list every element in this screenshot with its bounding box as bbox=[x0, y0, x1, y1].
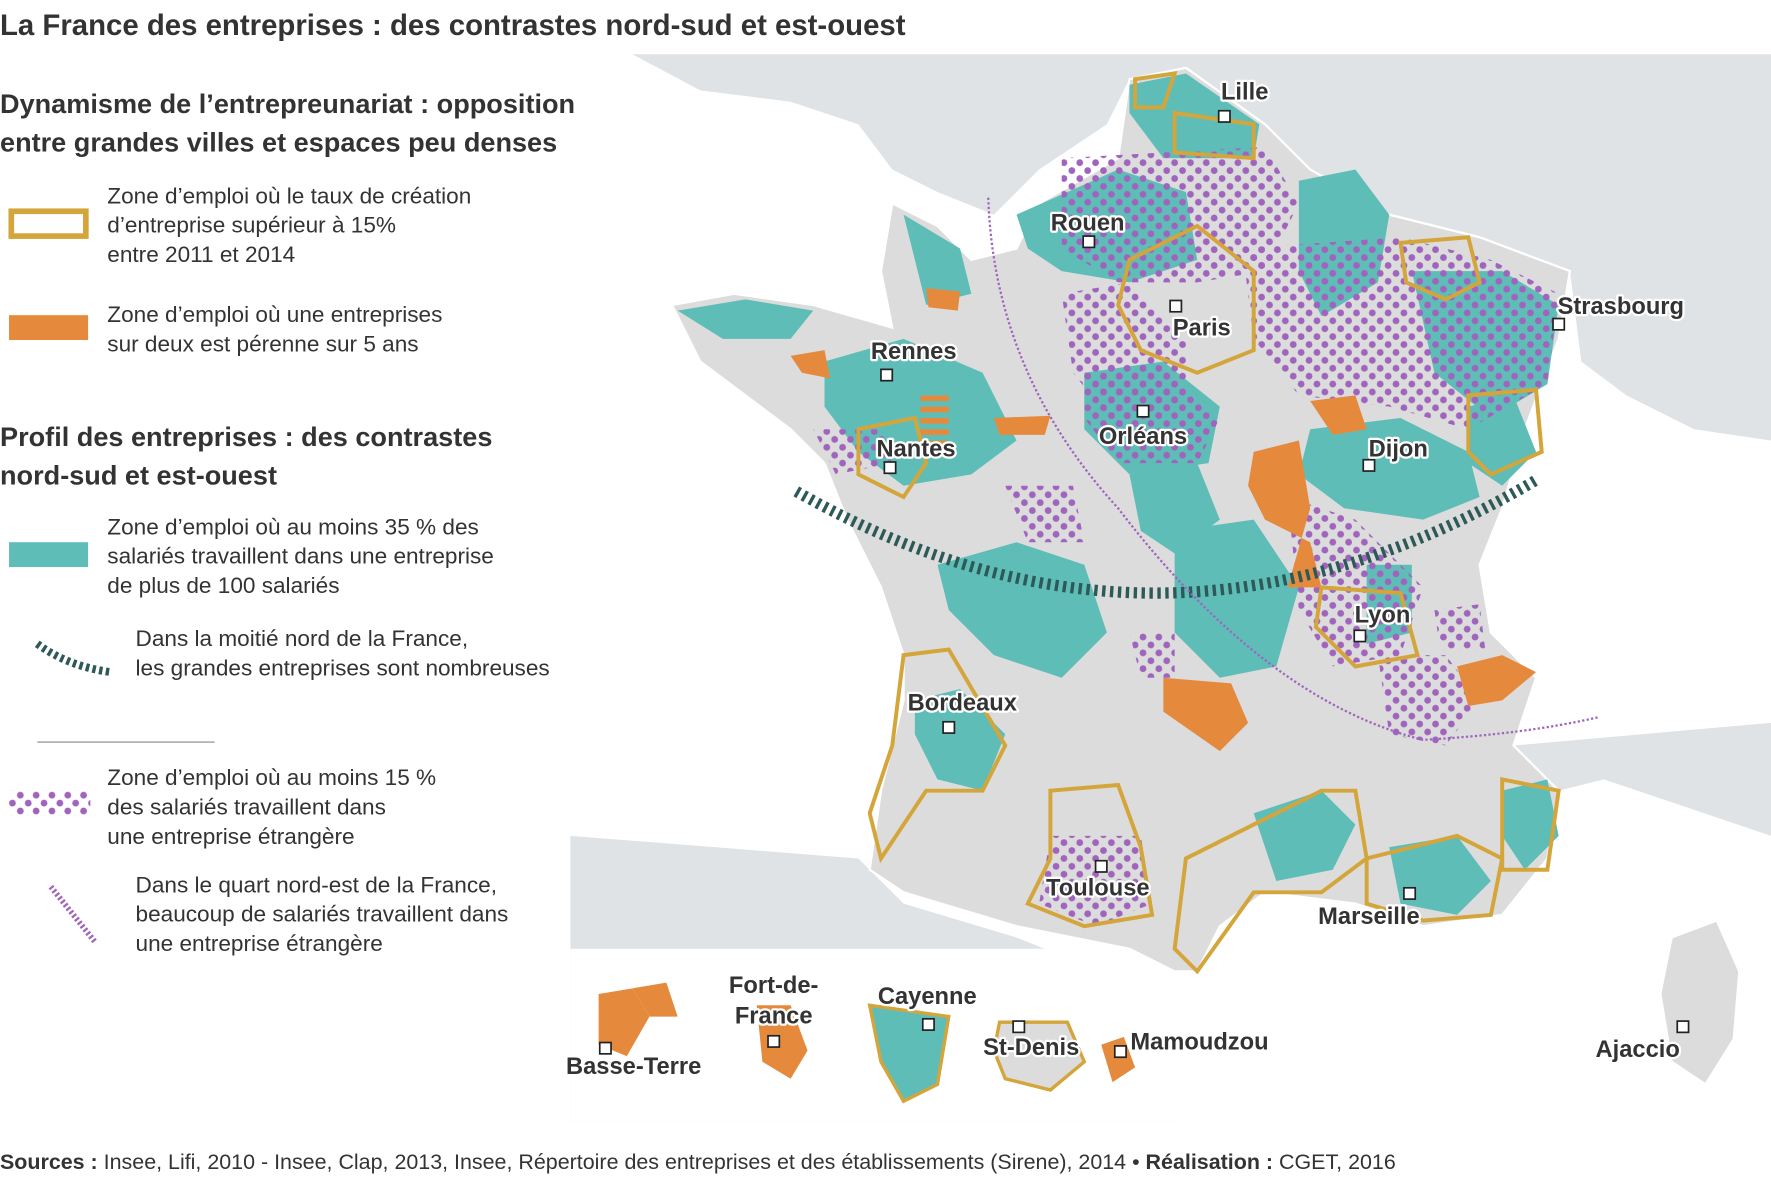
legend-heading: Dynamisme de l’entrepreunariat : opposit… bbox=[0, 88, 575, 119]
corsica bbox=[1659, 919, 1741, 1086]
city-label: Toulouse bbox=[1046, 876, 1150, 902]
legend-text: beaucoup de salariés travaillent dans bbox=[136, 902, 509, 927]
city-marker bbox=[1169, 299, 1183, 313]
city-marker bbox=[1217, 109, 1231, 123]
legend-text: de plus de 100 salariés bbox=[107, 573, 339, 598]
perennial-zones bbox=[598, 288, 1537, 1083]
legend-text: Dans la moitié nord de la France, bbox=[136, 626, 469, 651]
city-label: St-Denis bbox=[983, 1035, 1079, 1061]
city-label: Basse-Terre bbox=[566, 1054, 701, 1080]
legend-text: des salariés travaillent dans bbox=[107, 794, 386, 819]
city-label: Marseille bbox=[1318, 904, 1419, 930]
city-label: Rouen bbox=[1051, 210, 1125, 236]
city-marker bbox=[880, 368, 894, 382]
swatch-large-firm bbox=[9, 542, 89, 568]
creation-zones bbox=[856, 71, 1561, 975]
legend-text: les grandes entreprises sont nombreuses bbox=[136, 655, 550, 680]
city-label: Ajaccio bbox=[1596, 1037, 1680, 1063]
city-marker bbox=[1012, 1020, 1026, 1034]
credit-label: Réalisation : bbox=[1146, 1150, 1273, 1174]
legend-text: d’entreprise supérieur à 15% bbox=[107, 213, 396, 238]
foreign-firm-zones bbox=[813, 146, 1559, 927]
city-marker bbox=[942, 720, 956, 734]
city-label: France bbox=[735, 1003, 813, 1029]
swatch-perennial bbox=[9, 315, 89, 341]
swatch-creation bbox=[8, 208, 89, 239]
city-label: Paris bbox=[1173, 316, 1231, 342]
city-marker bbox=[1094, 859, 1108, 873]
neighbour-land bbox=[1513, 722, 1771, 836]
city-marker bbox=[598, 1041, 612, 1055]
city-label: Lille bbox=[1221, 79, 1268, 105]
swatch-north-east-curve bbox=[48, 884, 99, 945]
neighbour-land bbox=[632, 54, 1771, 441]
city-label: Strasbourg bbox=[1558, 294, 1684, 320]
legend-text: Zone d’emploi où au moins 35 % des bbox=[107, 514, 479, 539]
city-label: Rennes bbox=[871, 339, 957, 365]
city-marker bbox=[1113, 1045, 1127, 1059]
legend-text: Zone d’emploi où une entreprises bbox=[107, 302, 442, 327]
city-label: Orléans bbox=[1099, 424, 1187, 450]
city-marker bbox=[883, 461, 897, 475]
legend-text: Zone d’emploi où au moins 15 % bbox=[107, 765, 436, 790]
city-marker bbox=[1362, 458, 1376, 472]
city-label: Bordeaux bbox=[908, 690, 1018, 716]
swatch-foreign bbox=[9, 790, 91, 816]
city-label: Fort-de- bbox=[729, 973, 819, 999]
legend-heading: entre grandes villes et espaces peu dens… bbox=[0, 126, 557, 157]
city-label: Cayenne bbox=[878, 984, 977, 1010]
legend-text: sur deux est pérenne sur 5 ans bbox=[107, 331, 418, 356]
city-marker bbox=[1552, 317, 1566, 331]
sources-text: Insee, Lifi, 2010 - Insee, Clap, 2013, I… bbox=[104, 1150, 1140, 1174]
reunion bbox=[992, 1020, 1087, 1092]
swatch-north-arc bbox=[34, 640, 112, 676]
legend-text: une entreprise étrangère bbox=[136, 931, 383, 956]
city-marker bbox=[1082, 235, 1096, 249]
legend-text: Zone d’emploi où le taux de création bbox=[107, 183, 471, 208]
city-label: Dijon bbox=[1369, 436, 1428, 462]
legend-heading: Profil des entreprises : des contrastes bbox=[0, 421, 492, 452]
legend-text: salariés travaillent dans une entreprise bbox=[107, 544, 494, 569]
sources: Sources : Insee, Lifi, 2010 - Insee, Cla… bbox=[0, 1150, 1396, 1174]
map bbox=[570, 54, 1771, 1122]
city-marker bbox=[767, 1034, 781, 1048]
north-east-curve bbox=[987, 197, 1599, 741]
city-label: Nantes bbox=[876, 436, 955, 462]
legend-heading: nord-sud et est-ouest bbox=[0, 460, 277, 491]
credit: CGET, 2016 bbox=[1279, 1150, 1396, 1174]
city-marker bbox=[1353, 629, 1367, 643]
north-arc bbox=[793, 475, 1539, 599]
legend-text: entre 2011 et 2014 bbox=[107, 242, 295, 267]
city-marker bbox=[1676, 1020, 1690, 1034]
legend-text: une entreprise étrangère bbox=[107, 824, 354, 849]
legend-text: Dans le quart nord-est de la France, bbox=[136, 872, 497, 897]
legend-symbols bbox=[8, 208, 215, 945]
city-label: Mamoudzou bbox=[1130, 1029, 1268, 1055]
sources-label: Sources : bbox=[0, 1150, 98, 1174]
city-marker bbox=[1136, 404, 1150, 418]
city-marker bbox=[1403, 886, 1417, 900]
city-label: Lyon bbox=[1355, 602, 1411, 628]
title: La France des entreprises : des contrast… bbox=[0, 9, 906, 42]
city-marker bbox=[921, 1017, 935, 1031]
